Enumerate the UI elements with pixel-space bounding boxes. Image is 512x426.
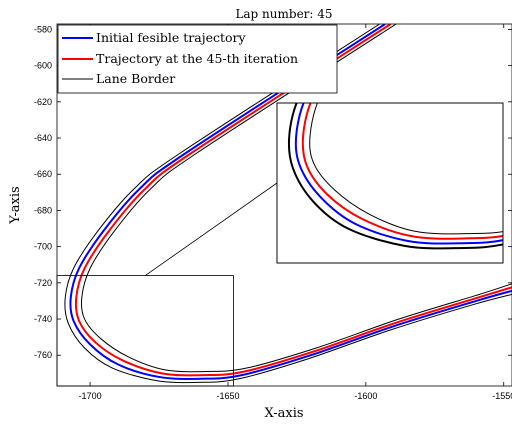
inset-border xyxy=(276,102,504,264)
y-tick-label: -580 xyxy=(34,24,52,34)
legend-label-initial: Initial fesible trajectory xyxy=(96,30,246,45)
x-tick-label: -1650 xyxy=(216,391,239,401)
x-tick-label: -1600 xyxy=(354,391,377,401)
y-tick-label: -640 xyxy=(34,133,52,143)
legend: Initial fesible trajectory Trajectory at… xyxy=(57,24,338,94)
series-lane-border-outer xyxy=(64,24,512,384)
legend-box xyxy=(57,24,338,94)
inset-series-lane-border-outer xyxy=(287,103,503,250)
y-tick-label: -660 xyxy=(34,169,52,179)
series-layer xyxy=(64,24,512,384)
y-tick-label: -740 xyxy=(34,314,52,324)
x-tick-label: -1700 xyxy=(79,391,102,401)
x-tick-label: -1550 xyxy=(492,391,512,401)
zoom-connector-line xyxy=(145,182,278,276)
series-iteration-45-trajectory xyxy=(74,24,512,377)
legend-label-border: Lane Border xyxy=(96,71,175,86)
y-tick-label: -700 xyxy=(34,242,52,252)
ticks-layer: -1700 -1650 -1600 -1550 -580 -600 -620 -640 -660… xyxy=(34,24,512,401)
y-tick-label: -620 xyxy=(34,97,52,107)
series-lane-border-inner xyxy=(80,24,512,373)
plot-frame xyxy=(56,23,512,387)
inset-series-initial-trajectory xyxy=(294,103,503,245)
y-tick-label: -600 xyxy=(34,61,52,71)
legend-label-iteration: Trajectory at the 45-th iteration xyxy=(96,51,298,66)
y-axis-label: Y-axis xyxy=(8,186,23,224)
y-tick-label: -720 xyxy=(34,278,52,288)
inset-series-iteration-45-trajectory xyxy=(301,103,503,240)
x-axis-label: X-axis xyxy=(264,406,303,421)
y-tick-label: -760 xyxy=(34,350,52,360)
inset-zoom xyxy=(276,102,504,264)
y-tick-label: -680 xyxy=(34,205,52,215)
inset-series-lane-border-inner xyxy=(309,103,503,235)
chart-title: Lap number: 45 xyxy=(235,7,332,21)
inset-series-layer xyxy=(287,103,503,250)
series-initial-trajectory xyxy=(69,24,512,380)
